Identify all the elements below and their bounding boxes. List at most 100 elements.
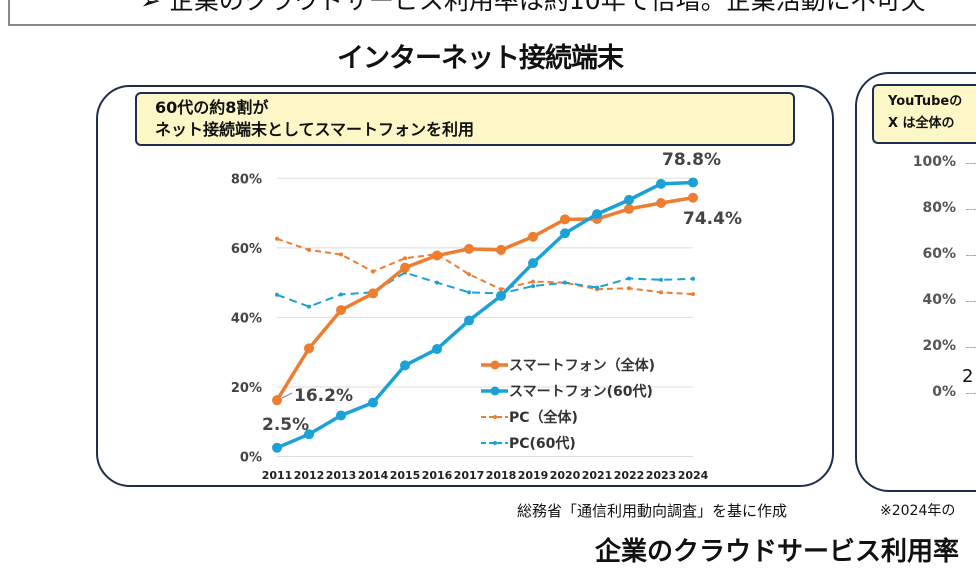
right-y-tick: 80% (922, 200, 956, 216)
data-point (307, 247, 311, 252)
data-point (304, 429, 314, 440)
right-gridline (966, 163, 976, 164)
x-tick-label: 2011 (262, 469, 293, 482)
series-line-0 (275, 196, 694, 402)
series-line-1 (276, 180, 694, 450)
data-point (528, 231, 538, 242)
data-point (499, 287, 503, 292)
legend-marker (490, 386, 500, 396)
x-tick-label: 2012 (294, 469, 325, 482)
data-point (560, 228, 570, 239)
data-point (435, 280, 439, 285)
right-chart-panel (855, 72, 976, 492)
right-y-tick: 0% (932, 384, 956, 400)
callout-box: 60代の約8割が ネット接続端末としてスマートフォンを利用 (135, 92, 795, 146)
data-point (464, 315, 474, 326)
data-point (624, 194, 634, 205)
data-point (336, 410, 346, 421)
right-gridline (966, 209, 976, 210)
y-tick-label: 0% (240, 451, 262, 466)
x-tick-label: 2013 (326, 469, 357, 482)
data-point (275, 292, 279, 297)
right-callout-line2: X は全体の (888, 116, 955, 131)
right-gridline (966, 347, 976, 348)
y-tick-label: 60% (231, 242, 262, 257)
right-note: ※2024年の (880, 503, 956, 519)
right-data-label-fragment: 2 (962, 366, 974, 387)
y-tick-label: 80% (231, 172, 262, 187)
source-caption: 総務省「通信利用動向調査」を基に作成 (517, 502, 788, 520)
data-point (368, 397, 378, 408)
legend-label: スマートフォン(60代) (509, 383, 653, 400)
data-point (467, 272, 471, 277)
data-point (467, 290, 471, 295)
data-point (592, 209, 602, 220)
legend-marker (490, 360, 500, 370)
data-point (304, 343, 314, 354)
x-tick-label: 2018 (486, 469, 517, 482)
data-point (627, 276, 631, 281)
data-point (691, 276, 695, 281)
data-point (531, 284, 535, 289)
data-label-smartphone-all-2024: 74.4% (683, 209, 742, 229)
data-point (656, 197, 666, 208)
y-tick-label: 40% (231, 311, 262, 326)
y-tick-label: 20% (231, 381, 262, 396)
data-point (688, 177, 698, 188)
legend-label: スマートフォン（全体) (509, 357, 655, 374)
leader-line (281, 392, 293, 399)
data-point (531, 279, 535, 284)
data-point (656, 178, 666, 189)
legend-marker (493, 441, 497, 445)
legend-label: PC(60代) (509, 435, 576, 452)
data-label-smartphone-60s-2011: 2.5% (262, 415, 309, 435)
data-point (400, 262, 410, 273)
right-callout-box: YouTubeの X は全体の (872, 84, 976, 144)
bottom-section-title: 企業のクラウドサービス利用率 (595, 537, 960, 567)
data-point (560, 214, 570, 225)
data-point (368, 288, 378, 299)
data-point (627, 286, 631, 291)
data-point (339, 292, 343, 297)
section-title: インターネット接続端末 (337, 43, 624, 74)
right-y-tick: 60% (922, 246, 956, 262)
data-point (275, 236, 279, 241)
right-y-tick: 20% (922, 338, 956, 354)
right-gridline (966, 393, 976, 394)
legend-marker (493, 415, 497, 419)
x-tick-label: 2022 (614, 469, 645, 482)
data-point (432, 344, 442, 355)
chart-panel (96, 85, 834, 487)
series-line-2 (276, 237, 694, 296)
x-tick-label: 2016 (422, 469, 453, 482)
data-point (688, 192, 698, 203)
data-point (339, 252, 343, 257)
right-y-tick: 40% (922, 292, 956, 308)
data-point (464, 243, 474, 254)
data-point (528, 258, 538, 269)
data-label-smartphone-60s-2024: 78.8% (662, 150, 721, 170)
data-point (272, 442, 282, 453)
data-point (307, 304, 311, 309)
data-point (432, 250, 442, 261)
x-tick-label: 2015 (390, 469, 421, 482)
callout-line1: 60代の約8割が (155, 98, 269, 117)
data-point (371, 269, 375, 274)
x-tick-label: 2019 (518, 469, 549, 482)
data-point (563, 280, 567, 285)
callout-line2: ネット接続端末としてスマートフォンを利用 (155, 120, 475, 139)
legend-label: PC（全体) (509, 409, 578, 426)
right-gridline (966, 255, 976, 256)
x-tick-label: 2021 (582, 469, 613, 482)
data-point (595, 285, 599, 290)
summary-box (8, 0, 976, 26)
right-gridline (966, 301, 976, 302)
right-y-tick: 100% (912, 154, 956, 170)
x-tick-label: 2024 (678, 469, 709, 482)
data-point (624, 203, 634, 214)
data-point (496, 290, 506, 301)
right-callout-line1: YouTubeの (888, 94, 963, 109)
data-point (272, 395, 282, 406)
data-label-smartphone-all-2011: 16.2% (294, 386, 353, 406)
